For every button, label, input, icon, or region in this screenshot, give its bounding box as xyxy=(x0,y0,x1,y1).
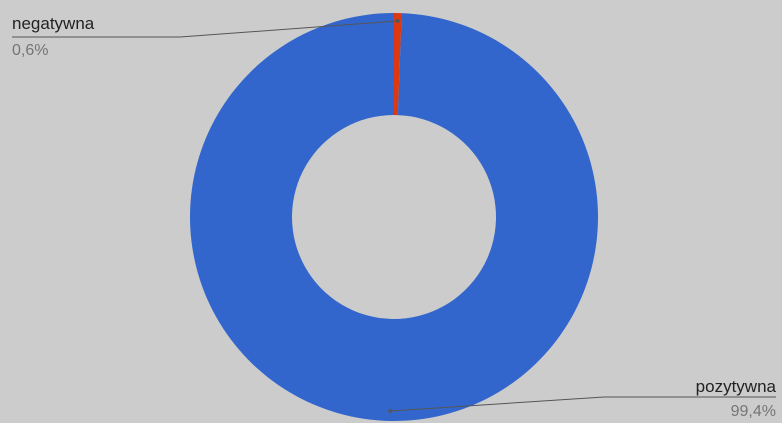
leader-line-negatywna xyxy=(12,20,398,38)
slice-negatywna xyxy=(394,13,402,116)
slice-label-negatywna: negatywna xyxy=(12,14,95,33)
slice-label-pozytywna: pozytywna xyxy=(696,377,777,396)
leader-line-pozytywna xyxy=(390,396,776,412)
slice-value-negatywna: 0,6% xyxy=(12,42,48,59)
slice-value-pozytywna: 99,4% xyxy=(731,403,776,420)
leader-line-pozytywna-anchor xyxy=(388,408,393,413)
slices-group xyxy=(190,13,599,421)
slice-pozytywna xyxy=(190,13,599,421)
labels-group: negatywna 0,6% pozytywna 99,4% xyxy=(12,14,777,420)
leader-line-negatywna-anchor xyxy=(395,19,400,24)
leader-lines-group xyxy=(12,19,776,413)
